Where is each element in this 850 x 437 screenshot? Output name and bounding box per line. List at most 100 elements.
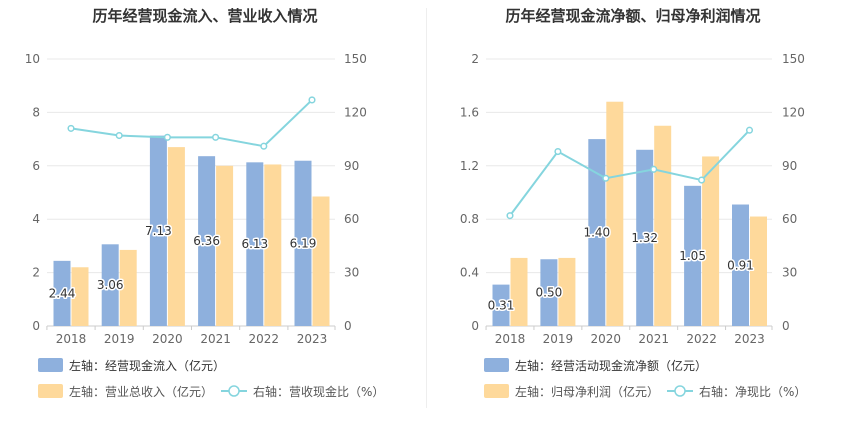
bar-data-label: 1.32	[631, 231, 658, 245]
line-point	[506, 212, 514, 220]
bar-primary	[53, 260, 71, 326]
bar-secondary	[167, 147, 185, 326]
bar-primary	[492, 284, 510, 326]
legend-swatch-line-marker	[674, 385, 686, 397]
x-axis-category-label: 2023	[734, 332, 765, 346]
bar-data-label: 1.05	[679, 249, 706, 263]
bar-secondary	[510, 257, 528, 326]
bar-primary	[636, 149, 654, 326]
legend-label-primary-bar: 左轴：经营活动现金流净额（亿元）	[515, 358, 707, 373]
bar-data-label: 6.19	[290, 236, 317, 250]
legend-swatch-line-marker	[228, 385, 240, 397]
right-axis-tick-label: 90	[344, 159, 359, 173]
left-axis-tick-label: 1.6	[460, 105, 479, 119]
left-axis-tick-label: 0.8	[460, 212, 479, 226]
line-point	[163, 133, 171, 141]
chart-title: 历年经营现金流入、营业收入情况	[92, 7, 317, 25]
legend-label-secondary-bar: 左轴：营业总收入（亿元）	[69, 384, 213, 399]
bar-data-label: 6.36	[193, 234, 220, 248]
right-axis-tick-label: 60	[344, 212, 359, 226]
right-axis-tick-label: 150	[344, 52, 367, 66]
line-point	[650, 165, 658, 173]
x-axis-category-label: 2019	[104, 332, 135, 346]
bar-secondary	[312, 196, 330, 326]
left-axis-tick-label: 0	[471, 319, 479, 333]
left-axis-tick-label: 2	[32, 266, 40, 280]
bar-data-label: 3.06	[97, 278, 124, 292]
line-point	[67, 124, 75, 132]
legend-swatch-secondary-bar	[38, 384, 63, 398]
x-axis-category-label: 2021	[638, 332, 669, 346]
bar-data-label: 7.13	[145, 224, 172, 238]
line-point	[212, 133, 220, 141]
right-axis-tick-label: 120	[344, 105, 367, 119]
bar-secondary	[216, 165, 234, 326]
bar-primary	[101, 244, 119, 326]
right-axis-tick-label: 90	[782, 159, 797, 173]
bar-secondary	[750, 216, 767, 326]
bar-secondary	[264, 164, 282, 326]
line-point	[308, 96, 316, 104]
x-axis-category-label: 2020	[591, 332, 622, 346]
x-axis-category-label: 2022	[686, 332, 717, 346]
line-point	[698, 176, 706, 184]
x-axis-category-label: 2022	[249, 332, 280, 346]
x-axis-category-label: 2020	[152, 332, 183, 346]
bar-primary	[684, 185, 702, 326]
right-axis-tick-label: 150	[782, 52, 805, 66]
left-axis-tick-label: 1.2	[460, 159, 479, 173]
legend-swatch-primary-bar	[484, 358, 509, 372]
bar-data-label: 6.13	[241, 237, 268, 251]
bar-primary	[149, 135, 167, 326]
bar-primary	[246, 162, 264, 326]
line-point	[602, 174, 610, 182]
panel-divider	[426, 8, 427, 408]
right-axis-tick-label: 120	[782, 105, 805, 119]
left-axis-tick-label: 6	[32, 159, 40, 173]
chart-title: 历年经营现金流净额、归母净利润情况	[505, 7, 760, 25]
bar-primary	[198, 156, 216, 326]
legend-label-line: 右轴：净现比（%）	[699, 384, 806, 399]
bar-secondary	[119, 249, 137, 326]
legend-label-line: 右轴：营收现金比（%）	[253, 384, 384, 399]
bar-secondary	[654, 125, 672, 326]
bar-data-label: 0.31	[488, 298, 515, 312]
right-axis-tick-label: 0	[344, 319, 352, 333]
bar-data-label: 2.44	[49, 286, 76, 300]
bar-primary	[732, 204, 749, 326]
x-axis-category-label: 2021	[200, 332, 231, 346]
left-axis-tick-label: 0	[32, 319, 40, 333]
legend-label-secondary-bar: 左轴：归母净利润（亿元）	[515, 384, 659, 399]
right-axis-tick-label: 0	[782, 319, 790, 333]
line-series	[509, 129, 751, 217]
line-point	[260, 142, 268, 150]
bar-primary	[588, 139, 606, 326]
chart-panel-1: 历年经营现金流入、营业收入情况 0 2 4 6 8 10 0 30 60 90 120 150 2018 2…	[25, 7, 385, 399]
bar-secondary	[71, 267, 89, 326]
left-axis-tick-label: 8	[32, 105, 40, 119]
line-point	[554, 148, 562, 156]
bar-secondary	[606, 101, 624, 326]
x-axis-category-label: 2018	[56, 332, 87, 346]
bar-secondary	[558, 257, 576, 326]
bar-primary	[294, 160, 312, 326]
chart-panel-2: 历年经营现金流净额、归母净利润情况 0 0.4 0.8 1.2 1.6 2 0 30 60 90 12…	[460, 7, 807, 399]
legend-swatch-secondary-bar	[484, 384, 509, 398]
x-axis-category-label: 2019	[543, 332, 574, 346]
x-axis-category-label: 2023	[297, 332, 328, 346]
bar-primary	[540, 259, 558, 326]
line-point	[745, 126, 754, 134]
line-point	[115, 131, 123, 140]
legend-label-primary-bar: 左轴：经营现金流入（亿元）	[69, 358, 225, 373]
bar-data-label: 0.50	[536, 286, 563, 300]
x-axis-category-label: 2018	[495, 332, 526, 346]
legend-swatch-primary-bar	[38, 358, 63, 372]
left-axis-tick-label: 2	[471, 52, 479, 66]
left-axis-tick-label: 4	[32, 212, 40, 226]
bar-secondary	[702, 156, 720, 326]
bar-data-label: 0.91	[727, 258, 754, 272]
bar-data-label: 1.40	[583, 226, 610, 240]
right-axis-tick-label: 60	[782, 212, 797, 226]
right-axis-tick-label: 30	[344, 266, 359, 280]
